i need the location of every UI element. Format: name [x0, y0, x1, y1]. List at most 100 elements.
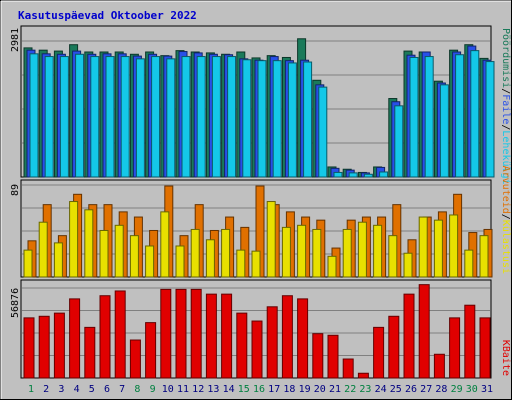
day-label-5: 5 [89, 384, 95, 395]
day-label-24: 24 [375, 384, 387, 395]
legend-hits-item-1: / [500, 88, 511, 94]
bar-hits-2-day-20 [318, 86, 328, 178]
day-label-27: 27 [420, 384, 432, 395]
day-label-16: 16 [253, 384, 265, 395]
legend-visits: Arvuteid/Külastusi [500, 166, 511, 274]
bar-visits-1-day-13 [205, 239, 215, 278]
day-label-18: 18 [283, 384, 295, 395]
bar-hits-2-day-26 [409, 56, 419, 178]
legend-hits-item-0: Pöördumisi [500, 28, 511, 88]
bar-hits-2-day-27 [424, 56, 434, 178]
panel-hits-ymax: 2981 [10, 28, 21, 52]
day-label-20: 20 [314, 384, 326, 395]
bar-visits-1-day-2 [38, 221, 48, 278]
bar-visits-1-day-1 [23, 249, 33, 278]
bar-visits-1-day-23 [357, 221, 367, 278]
bar-visits-1-day-4 [69, 201, 79, 278]
bar-visits-1-day-22 [342, 228, 352, 278]
bar-hits-2-day-16 [257, 60, 267, 178]
bar-kbytes-0-day-25 [388, 315, 400, 379]
bar-kbytes-0-day-3 [53, 312, 65, 379]
bar-kbytes-0-day-22 [342, 358, 354, 379]
bar-hits-2-day-17 [272, 60, 282, 178]
day-label-11: 11 [177, 384, 189, 395]
bar-visits-1-day-10 [160, 211, 170, 278]
day-label-17: 17 [268, 384, 280, 395]
bar-kbytes-0-day-24 [373, 326, 385, 379]
bar-kbytes-0-day-1 [23, 317, 35, 379]
day-label-4: 4 [74, 384, 80, 395]
bar-visits-1-day-28 [433, 219, 443, 278]
legend-kbytes-item-0: KBaite [500, 340, 511, 376]
legend-visits-item-0: Arvuteid [500, 166, 511, 214]
bar-visits-1-day-6 [99, 229, 109, 278]
bar-visits-1-day-11 [175, 245, 185, 278]
bar-visits-1-day-16 [251, 250, 261, 278]
bar-visits-1-day-9 [145, 245, 155, 278]
bar-visits-1-day-26 [403, 252, 413, 278]
bar-hits-2-day-4 [75, 53, 85, 178]
bar-hits-2-day-15 [242, 59, 252, 178]
bar-visits-1-day-7 [114, 224, 124, 278]
day-label-28: 28 [435, 384, 447, 395]
bar-visits-1-day-20 [312, 228, 322, 278]
bar-kbytes-0-day-27 [418, 284, 430, 379]
panel-hits-bars [23, 38, 495, 178]
bar-visits-1-day-30 [464, 249, 474, 278]
panel-hits: 2981 [10, 25, 495, 178]
bar-kbytes-0-day-15 [236, 312, 248, 379]
panel-visits-ymax: 89 [10, 184, 21, 196]
bar-kbytes-0-day-31 [479, 317, 491, 379]
day-label-3: 3 [58, 384, 64, 395]
bar-kbytes-0-day-19 [297, 298, 309, 379]
panel-visits-bars [23, 185, 493, 278]
legend-visits-item-1: / [500, 214, 511, 220]
legend-hits-item-2: Faile [500, 94, 511, 124]
bar-hits-2-day-22 [348, 172, 358, 178]
bar-hits-2-day-7 [120, 56, 130, 178]
bar-hits-2-day-8 [135, 58, 145, 178]
bar-visits-1-day-21 [327, 255, 337, 278]
bar-hits-2-day-28 [439, 84, 449, 178]
bar-visits-1-day-17 [266, 201, 276, 278]
bar-kbytes-0-day-17 [266, 306, 278, 379]
bar-visits-1-day-27 [418, 216, 428, 278]
bar-kbytes-0-day-18 [281, 295, 293, 379]
bar-hits-2-day-10 [166, 58, 176, 178]
bar-visits-1-day-8 [129, 235, 139, 278]
bar-hits-2-day-6 [105, 56, 115, 178]
bar-visits-1-day-5 [84, 209, 94, 278]
panel-kbytes: 56876 [10, 279, 492, 379]
legend-visits-item-2: Külastusi [500, 220, 511, 274]
bar-kbytes-0-day-28 [433, 353, 445, 379]
legend-hits-item-3: / [500, 124, 511, 130]
bar-visits-1-day-3 [53, 242, 63, 278]
bar-kbytes-0-day-8 [129, 339, 141, 379]
bar-visits-1-day-25 [388, 235, 398, 278]
legend-kbytes: KBaite [500, 340, 511, 376]
bar-visits-1-day-12 [190, 228, 200, 278]
x-axis-day-labels: 1 2 3 4 5 6 7 8 9 10 11 12 13 14 15 16 17 18 19 20 21 22 23 24 2… [28, 384, 493, 395]
bar-hits-2-day-24 [379, 171, 389, 178]
bar-hits-2-day-31 [485, 61, 495, 178]
day-label-8: 8 [134, 384, 140, 395]
bar-hits-2-day-3 [59, 56, 69, 178]
day-label-22: 22 [344, 384, 356, 395]
day-label-15: 15 [238, 384, 250, 395]
bar-kbytes-0-day-7 [114, 290, 126, 379]
bar-hits-2-day-19 [303, 61, 313, 178]
bar-kbytes-0-day-29 [449, 317, 461, 379]
bar-hits-2-day-23 [363, 173, 373, 178]
day-label-14: 14 [223, 384, 235, 395]
bar-visits-1-day-18 [281, 226, 291, 278]
bar-kbytes-0-day-9 [145, 322, 157, 379]
bar-hits-2-day-14 [227, 56, 237, 178]
bar-hits-2-day-30 [470, 50, 480, 178]
panel-kbytes-ymax: 56876 [10, 288, 21, 318]
bar-kbytes-0-day-20 [312, 333, 324, 379]
bar-kbytes-0-day-26 [403, 293, 415, 379]
bar-hits-2-day-18 [287, 62, 297, 178]
legend-hits: Pöördumisi/Faile/Lehekülgi [500, 28, 511, 185]
bar-hits-2-day-1 [29, 53, 39, 178]
bar-hits-2-day-25 [394, 105, 404, 178]
